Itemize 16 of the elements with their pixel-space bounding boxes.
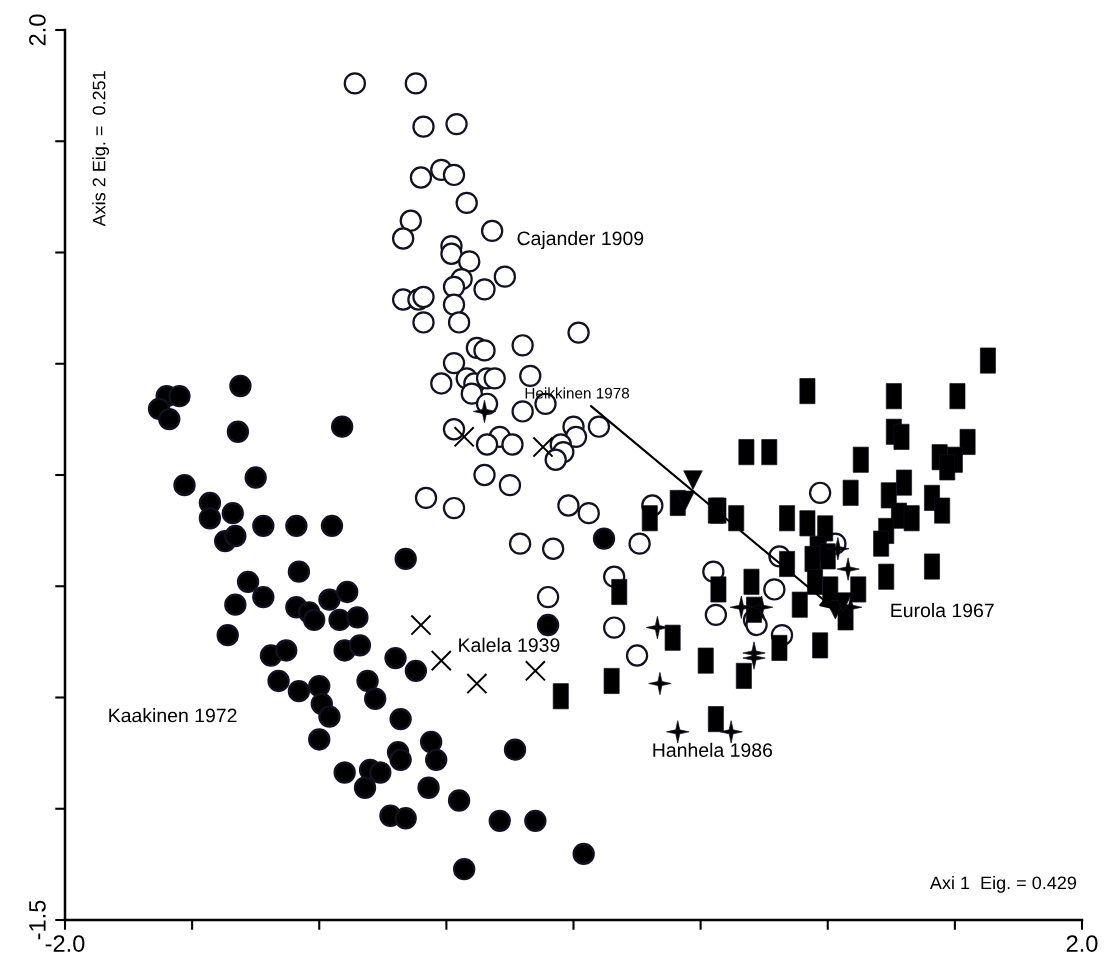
y-tick-label: -1.5 bbox=[29, 900, 46, 940]
annotation: Kalela 1939 bbox=[459, 637, 560, 652]
annotation: Kaakinen 1972 bbox=[109, 708, 237, 723]
point bbox=[453, 426, 475, 448]
x-tick-label: -2.0 bbox=[45, 935, 85, 952]
annotation: Hanhela 1986 bbox=[653, 742, 773, 758]
point bbox=[410, 614, 432, 636]
point bbox=[532, 436, 554, 458]
annotation: Heikkinen 1978 bbox=[525, 387, 630, 399]
annotation: Cajander 1909 bbox=[517, 230, 644, 250]
point bbox=[430, 650, 452, 672]
x-axis-title: Axi 1 Eig. = 0.429 bbox=[929, 875, 1077, 893]
point bbox=[524, 660, 546, 682]
y-axis-title: Axis 2 Eig. = 0.251 bbox=[92, 71, 110, 227]
annotation: Eurola 1967 bbox=[891, 603, 994, 618]
point bbox=[466, 672, 488, 695]
